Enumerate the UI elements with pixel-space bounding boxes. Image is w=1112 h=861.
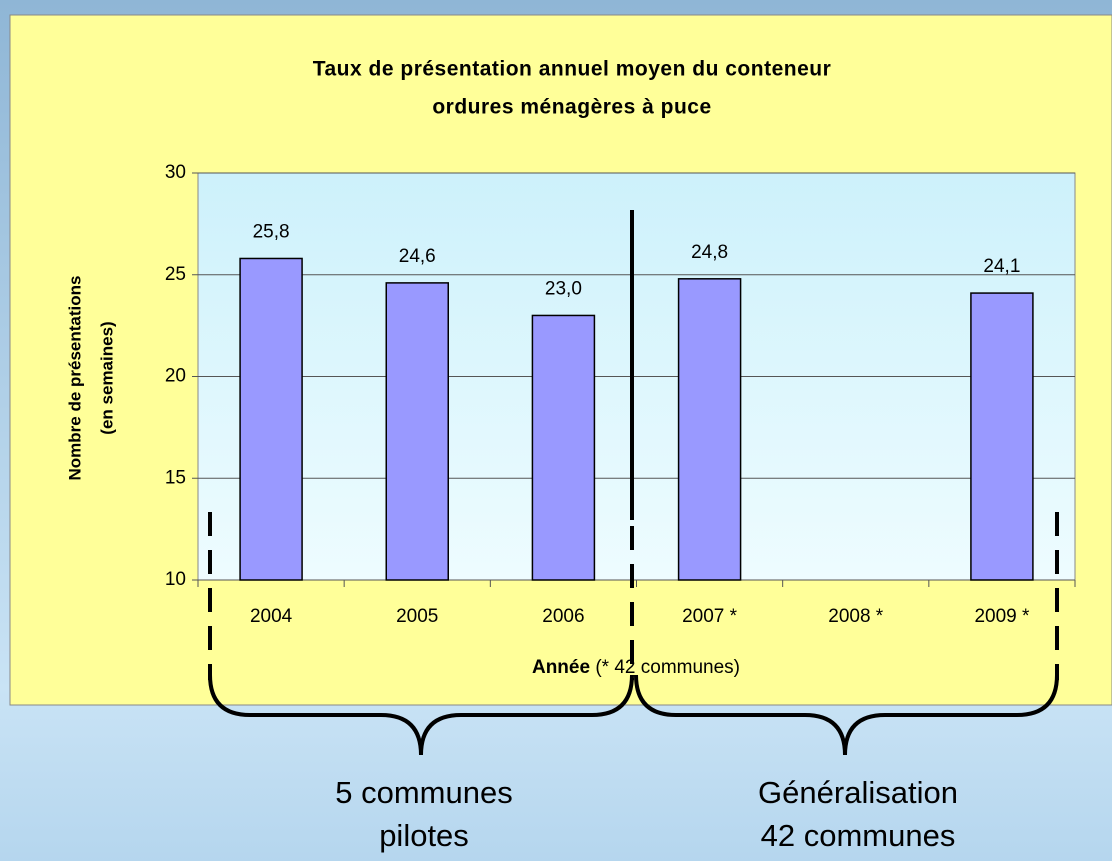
chart-title: Taux de présentation annuel moyen du con… [313,58,832,81]
value-label: 25,8 [253,221,290,242]
slide: Taux de présentation annuel moyen du con… [0,0,1112,861]
x-tick-label: 2004 [250,606,293,627]
x-tick-label: 2007 * [682,606,738,627]
value-label: 24,6 [399,246,436,267]
value-label: 24,8 [691,242,728,263]
y-tick-label: 10 [165,569,186,590]
bar [679,279,741,580]
x-axis-label-main: Année [532,657,590,678]
value-label: 24,1 [983,256,1020,277]
annotation: pilotes [379,818,469,853]
x-axis-label: Année (* 42 communes) [532,657,740,678]
y-tick-label: 25 [165,264,186,285]
bar [240,258,302,580]
bar [971,293,1033,580]
chart-title: ordures ménagères à puce [432,96,711,119]
x-axis-label-note: (* 42 communes) [595,657,740,678]
y-tick-label: 15 [165,467,186,488]
y-tick-label: 20 [165,366,186,387]
bar [386,283,448,580]
bar [532,315,594,580]
value-label: 23,0 [545,278,582,299]
annotation: 5 communes [335,775,512,810]
x-tick-label: 2008 * [828,606,884,627]
x-tick-label: 2009 * [974,606,1030,627]
x-tick-label: 2006 [542,606,584,627]
y-tick-label: 30 [165,162,186,183]
y-axis-label: (en semaines) [97,321,116,434]
x-tick-label: 2005 [396,606,438,627]
y-axis-label: Nombre de présentations [65,276,84,481]
annotation: 42 communes [761,818,956,853]
annotation: Généralisation [758,775,958,810]
